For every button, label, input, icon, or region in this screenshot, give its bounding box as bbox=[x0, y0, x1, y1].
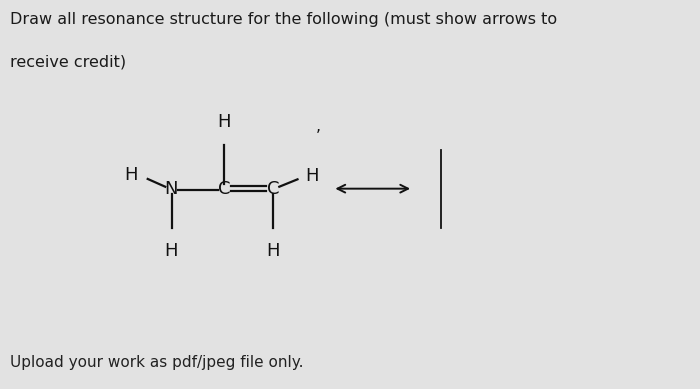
Text: Upload your work as pdf/jpeg file only.: Upload your work as pdf/jpeg file only. bbox=[10, 354, 304, 370]
Text: H: H bbox=[305, 167, 318, 185]
Text: N: N bbox=[164, 180, 178, 198]
Text: C: C bbox=[218, 180, 230, 198]
Text: receive credit): receive credit) bbox=[10, 54, 127, 70]
Text: H: H bbox=[164, 242, 178, 260]
Text: C: C bbox=[267, 180, 279, 198]
Text: H: H bbox=[217, 113, 231, 131]
Text: H: H bbox=[266, 242, 280, 260]
Text: Draw all resonance structure for the following (must show arrows to: Draw all resonance structure for the fol… bbox=[10, 12, 558, 27]
Text: H: H bbox=[125, 166, 138, 184]
Text: ’: ’ bbox=[316, 129, 321, 144]
